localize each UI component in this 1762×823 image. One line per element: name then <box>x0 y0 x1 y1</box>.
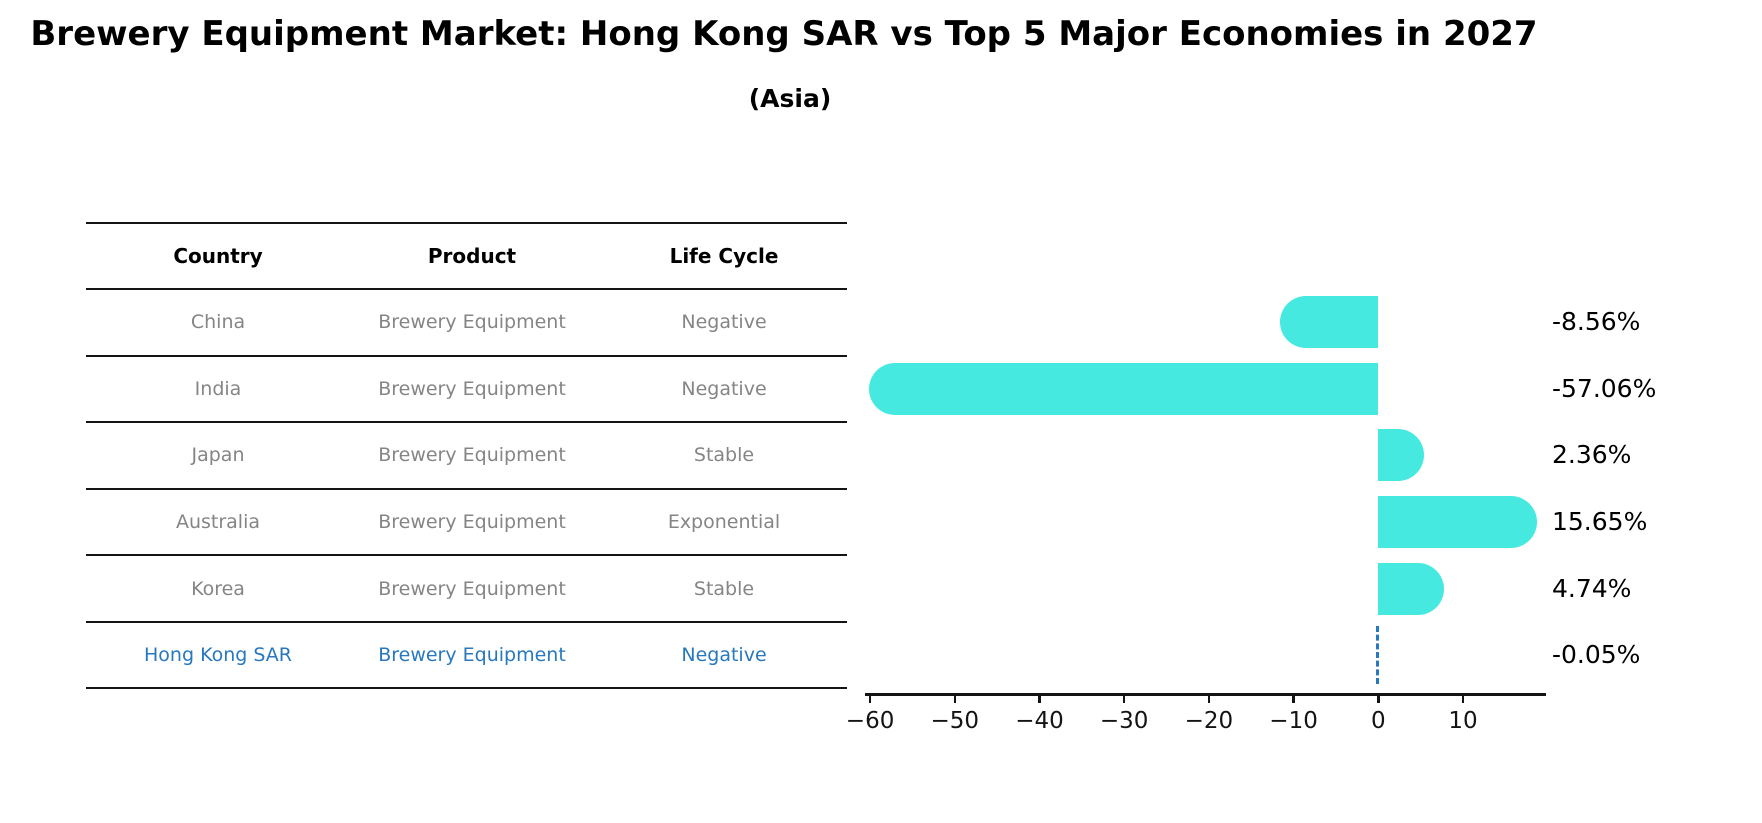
table-row-divider <box>86 487 847 490</box>
x-axis-tick-label: −30 <box>1099 708 1149 734</box>
x-axis-tick-label: −20 <box>1184 708 1234 734</box>
table-cell-product: Brewery Equipment <box>378 377 566 400</box>
x-axis-tick <box>1377 693 1380 703</box>
table-row-divider <box>86 288 847 291</box>
table-row-divider <box>86 354 847 357</box>
chart-subtitle: (Asia) <box>748 84 832 113</box>
value-label: -8.56% <box>1552 307 1641 337</box>
bar-china <box>1279 296 1379 349</box>
table-cell-life-cycle: Stable <box>693 577 755 600</box>
table-header-product: Product <box>427 244 517 268</box>
table-cell-life-cycle: Negative <box>681 644 767 667</box>
table-cell-country: India <box>194 377 242 400</box>
chart-title: Brewery Equipment Market: Hong Kong SAR … <box>30 14 1538 54</box>
x-axis-tick-label: 10 <box>1448 708 1478 734</box>
bar-india <box>868 362 1379 415</box>
table-cell-life-cycle: Negative <box>681 311 767 334</box>
x-axis-tick <box>868 693 872 703</box>
x-axis-tick <box>1122 693 1126 703</box>
table-row-divider <box>86 554 847 557</box>
x-axis-tick <box>1207 693 1211 703</box>
table-cell-life-cycle: Negative <box>681 377 767 400</box>
x-axis-tick-label: −10 <box>1269 708 1318 734</box>
table-cell-life-cycle: Exponential <box>667 511 781 534</box>
x-axis-tick <box>1038 693 1041 703</box>
x-axis-tick-label: 0 <box>1370 708 1386 734</box>
table-cell-life-cycle: Stable <box>693 444 755 467</box>
table-cell-country: Japan <box>191 444 245 467</box>
value-label: -0.05% <box>1552 640 1641 670</box>
value-label: 15.65% <box>1552 507 1648 537</box>
x-axis-line <box>865 693 1546 696</box>
table-cell-product: Brewery Equipment <box>378 511 566 534</box>
x-axis-tick-label: −40 <box>1015 708 1064 734</box>
value-label: 2.36% <box>1552 440 1632 470</box>
table-row-divider <box>86 620 847 623</box>
table-header-country: Country <box>173 244 263 268</box>
table-row-divider <box>86 421 847 424</box>
table-cell-product: Brewery Equipment <box>378 444 566 467</box>
value-label: 4.74% <box>1552 573 1632 603</box>
table-header-life-cycle: Life Cycle <box>669 244 779 268</box>
table-top-border <box>86 221 847 224</box>
table-cell-product: Brewery Equipment <box>378 577 566 600</box>
table-cell-country: China <box>190 311 246 334</box>
bar-japan <box>1378 429 1425 482</box>
x-axis-tick-label: −50 <box>930 708 980 734</box>
table-cell-country: Hong Kong SAR <box>144 644 292 667</box>
value-label: -57.06% <box>1552 373 1657 403</box>
table-cell-country: Australia <box>175 511 261 534</box>
x-axis-tick-label: −60 <box>845 708 895 734</box>
table-cell-product: Brewery Equipment <box>378 644 566 667</box>
x-axis-tick <box>1292 693 1295 703</box>
bar-australia <box>1378 496 1537 549</box>
table-cell-product: Brewery Equipment <box>378 311 566 334</box>
x-axis-tick <box>953 693 957 703</box>
table-row-divider <box>86 687 847 690</box>
bar-korea <box>1378 562 1445 615</box>
highlight-zero-dashed-line <box>1376 626 1380 685</box>
x-axis-tick <box>1461 693 1465 703</box>
table-cell-country: Korea <box>191 577 245 600</box>
